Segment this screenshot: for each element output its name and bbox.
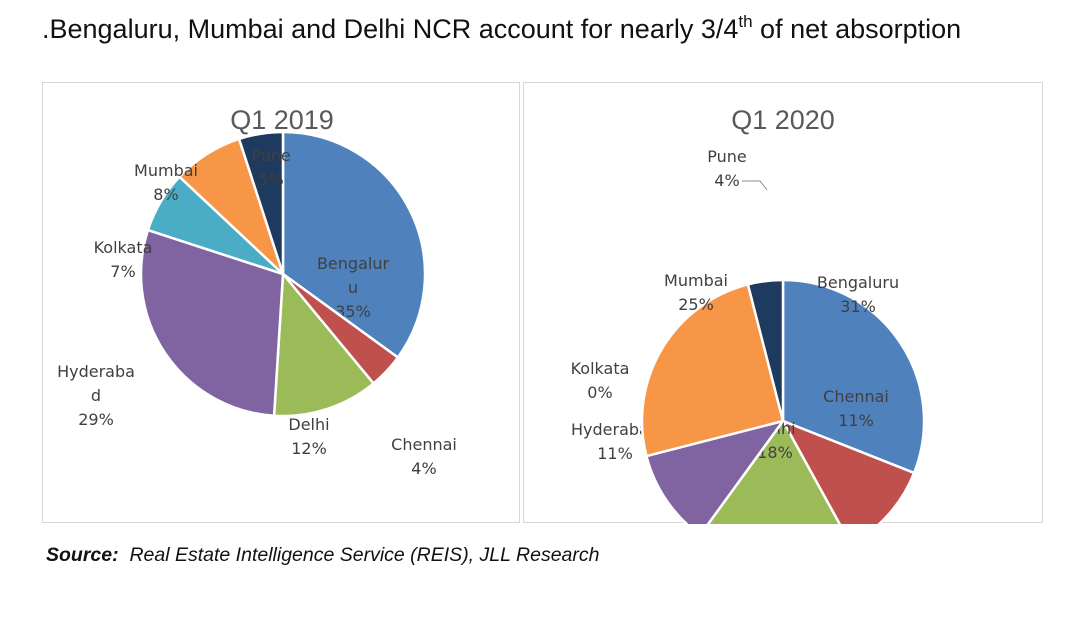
leader-line-pune [742, 181, 767, 190]
data-label-category: Chennai [391, 435, 457, 454]
data-label-category: Pune [707, 147, 747, 166]
chart-title: Q1 2019 [230, 105, 334, 135]
headline-text-after: of net absorption [753, 14, 962, 44]
headline-text-before: .Bengaluru, Mumbai and Delhi NCR account… [42, 14, 738, 44]
pie-chart-q1-2020: Q1 2020Bengaluru31%Chennai11%Delhi18%Hyd… [524, 83, 1044, 524]
data-label-value: 8% [153, 185, 178, 204]
data-label-category: Pune [251, 146, 291, 165]
data-label-value: 31% [840, 297, 876, 316]
chart-panel-q1-2019: Q1 2019 Bengalur u 35% Chennai 4% Delhi 12% Hyde… [42, 82, 520, 523]
data-label-category: Kolkata [571, 359, 630, 378]
chart-headline: .Bengaluru, Mumbai and Delhi NCR account… [42, 14, 961, 45]
data-label-category: Delhi [288, 415, 329, 434]
data-label-value: 0% [587, 383, 612, 402]
source-text: Real Estate Intelligence Service (REIS),… [129, 544, 599, 566]
data-label-delhi: Delhi 12% [288, 415, 329, 458]
data-label-value: 11% [838, 411, 874, 430]
data-label-chennai: Chennai 4% [391, 435, 457, 478]
data-label-category: u [348, 278, 358, 297]
data-label-hyderabad: Hyderaba d 29% [57, 362, 135, 429]
data-label-pune: Pune 4% [707, 147, 747, 190]
data-label-value: 12% [291, 439, 327, 458]
data-label-value: 7% [110, 262, 135, 281]
headline-superscript: th [738, 12, 752, 31]
data-label-category: Hyderaba [57, 362, 135, 381]
data-label-category: Bengaluru [817, 273, 899, 292]
data-label-value: 4% [411, 459, 436, 478]
data-label-category: d [91, 386, 101, 405]
data-label-category: Mumbai [134, 161, 198, 180]
chart-title: Q1 2020 [731, 105, 835, 135]
data-label-value: 25% [678, 295, 714, 314]
pie-chart-q1-2019: Q1 2019Bengaluru35%Chennai4%Delhi12%Hyde… [43, 83, 521, 524]
data-label-category: Bengalur [317, 254, 390, 273]
data-label-value: 5% [258, 170, 283, 189]
source-label: Source: [46, 544, 119, 566]
data-label-category: Mumbai [664, 271, 728, 290]
source-note: Source: Real Estate Intelligence Service… [46, 544, 599, 567]
chart-panel-q1-2020: Q1 2020Bengaluru31%Chennai11%Delhi18%Hyd… [523, 82, 1043, 523]
data-label-value: 29% [78, 410, 114, 429]
data-label-category: Kolkata [94, 238, 153, 257]
data-label-value: 4% [714, 171, 739, 190]
data-label-category: Chennai [823, 387, 889, 406]
data-label-value: 11% [597, 444, 633, 463]
data-label-kolkata: Kolkata 0% [571, 359, 630, 402]
